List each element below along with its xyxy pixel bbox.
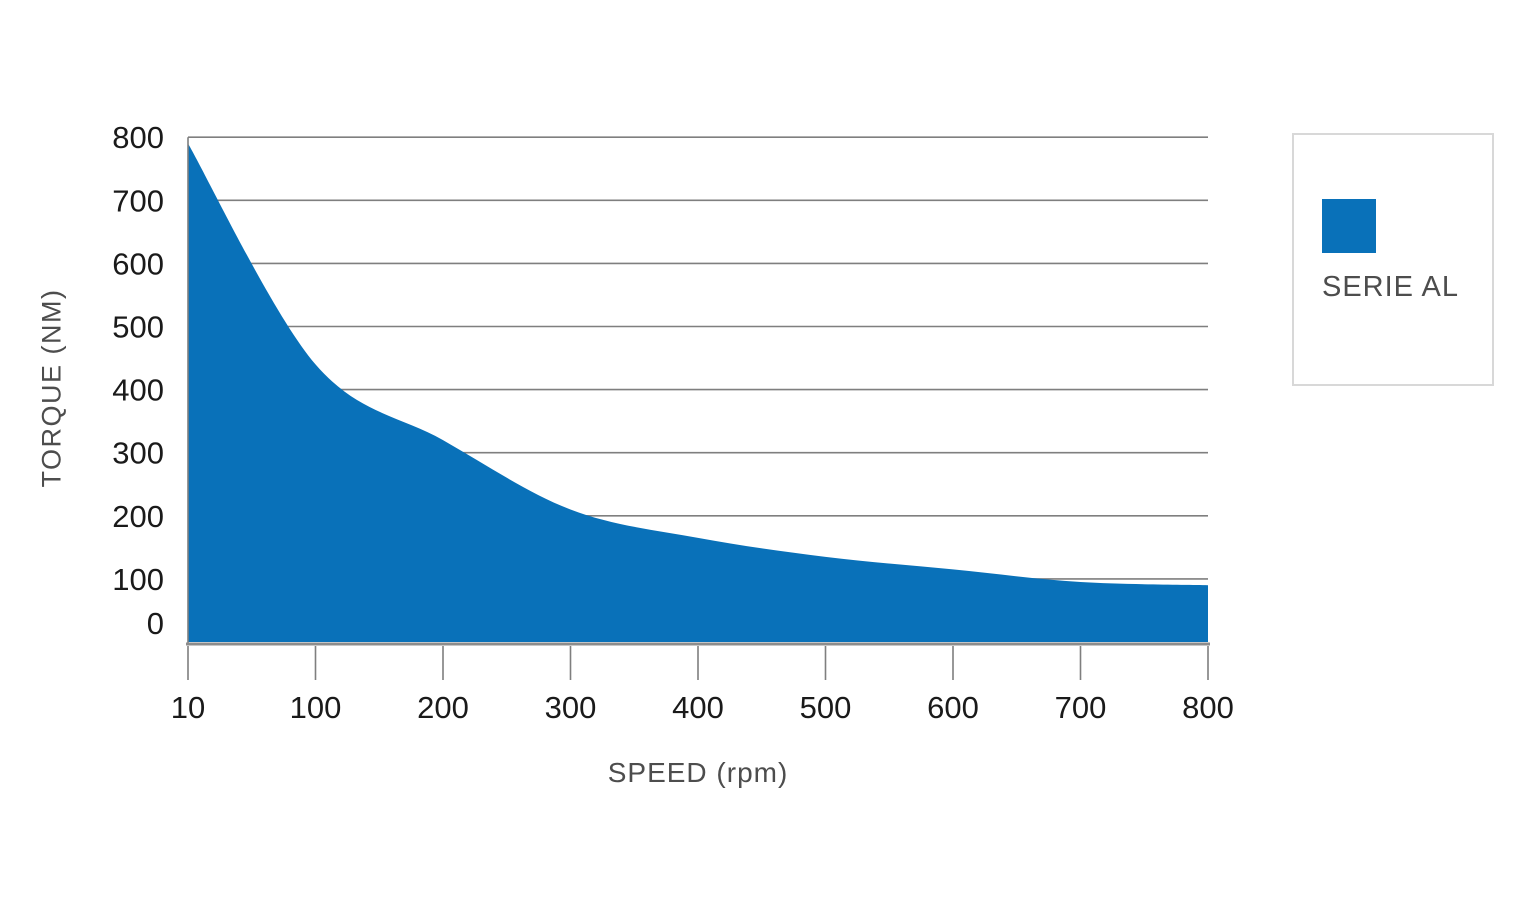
y-tick-label: 600 [112,246,164,281]
x-tick-label: 200 [417,690,469,725]
y-axis-title: TORQUE (NM) [36,288,67,488]
y-tick-label: 700 [112,183,164,218]
y-tick-label: 800 [112,120,164,155]
x-tick-label: 800 [1182,690,1234,725]
y-tick-label: 400 [112,373,164,408]
legend-label: SERIE AL [1322,271,1459,303]
y-tick-label: 200 [112,499,164,534]
x-tick-label: 100 [290,690,342,725]
x-axis-title: SPEED (rpm) [607,757,789,788]
legend: SERIE AL [1292,133,1494,386]
x-tick-label: 500 [800,690,852,725]
y-tick-label: 0 [147,606,164,641]
x-tick-label: 700 [1055,690,1107,725]
x-tick-label: 10 [171,690,205,725]
x-tick-label: 300 [545,690,597,725]
area-series-serie-al [188,143,1208,642]
x-tick-label: 400 [672,690,724,725]
y-tick-label: 300 [112,436,164,471]
x-tick-label: 600 [927,690,979,725]
y-tick-label: 100 [112,562,164,597]
legend-swatch [1322,199,1376,253]
y-tick-label: 500 [112,310,164,345]
